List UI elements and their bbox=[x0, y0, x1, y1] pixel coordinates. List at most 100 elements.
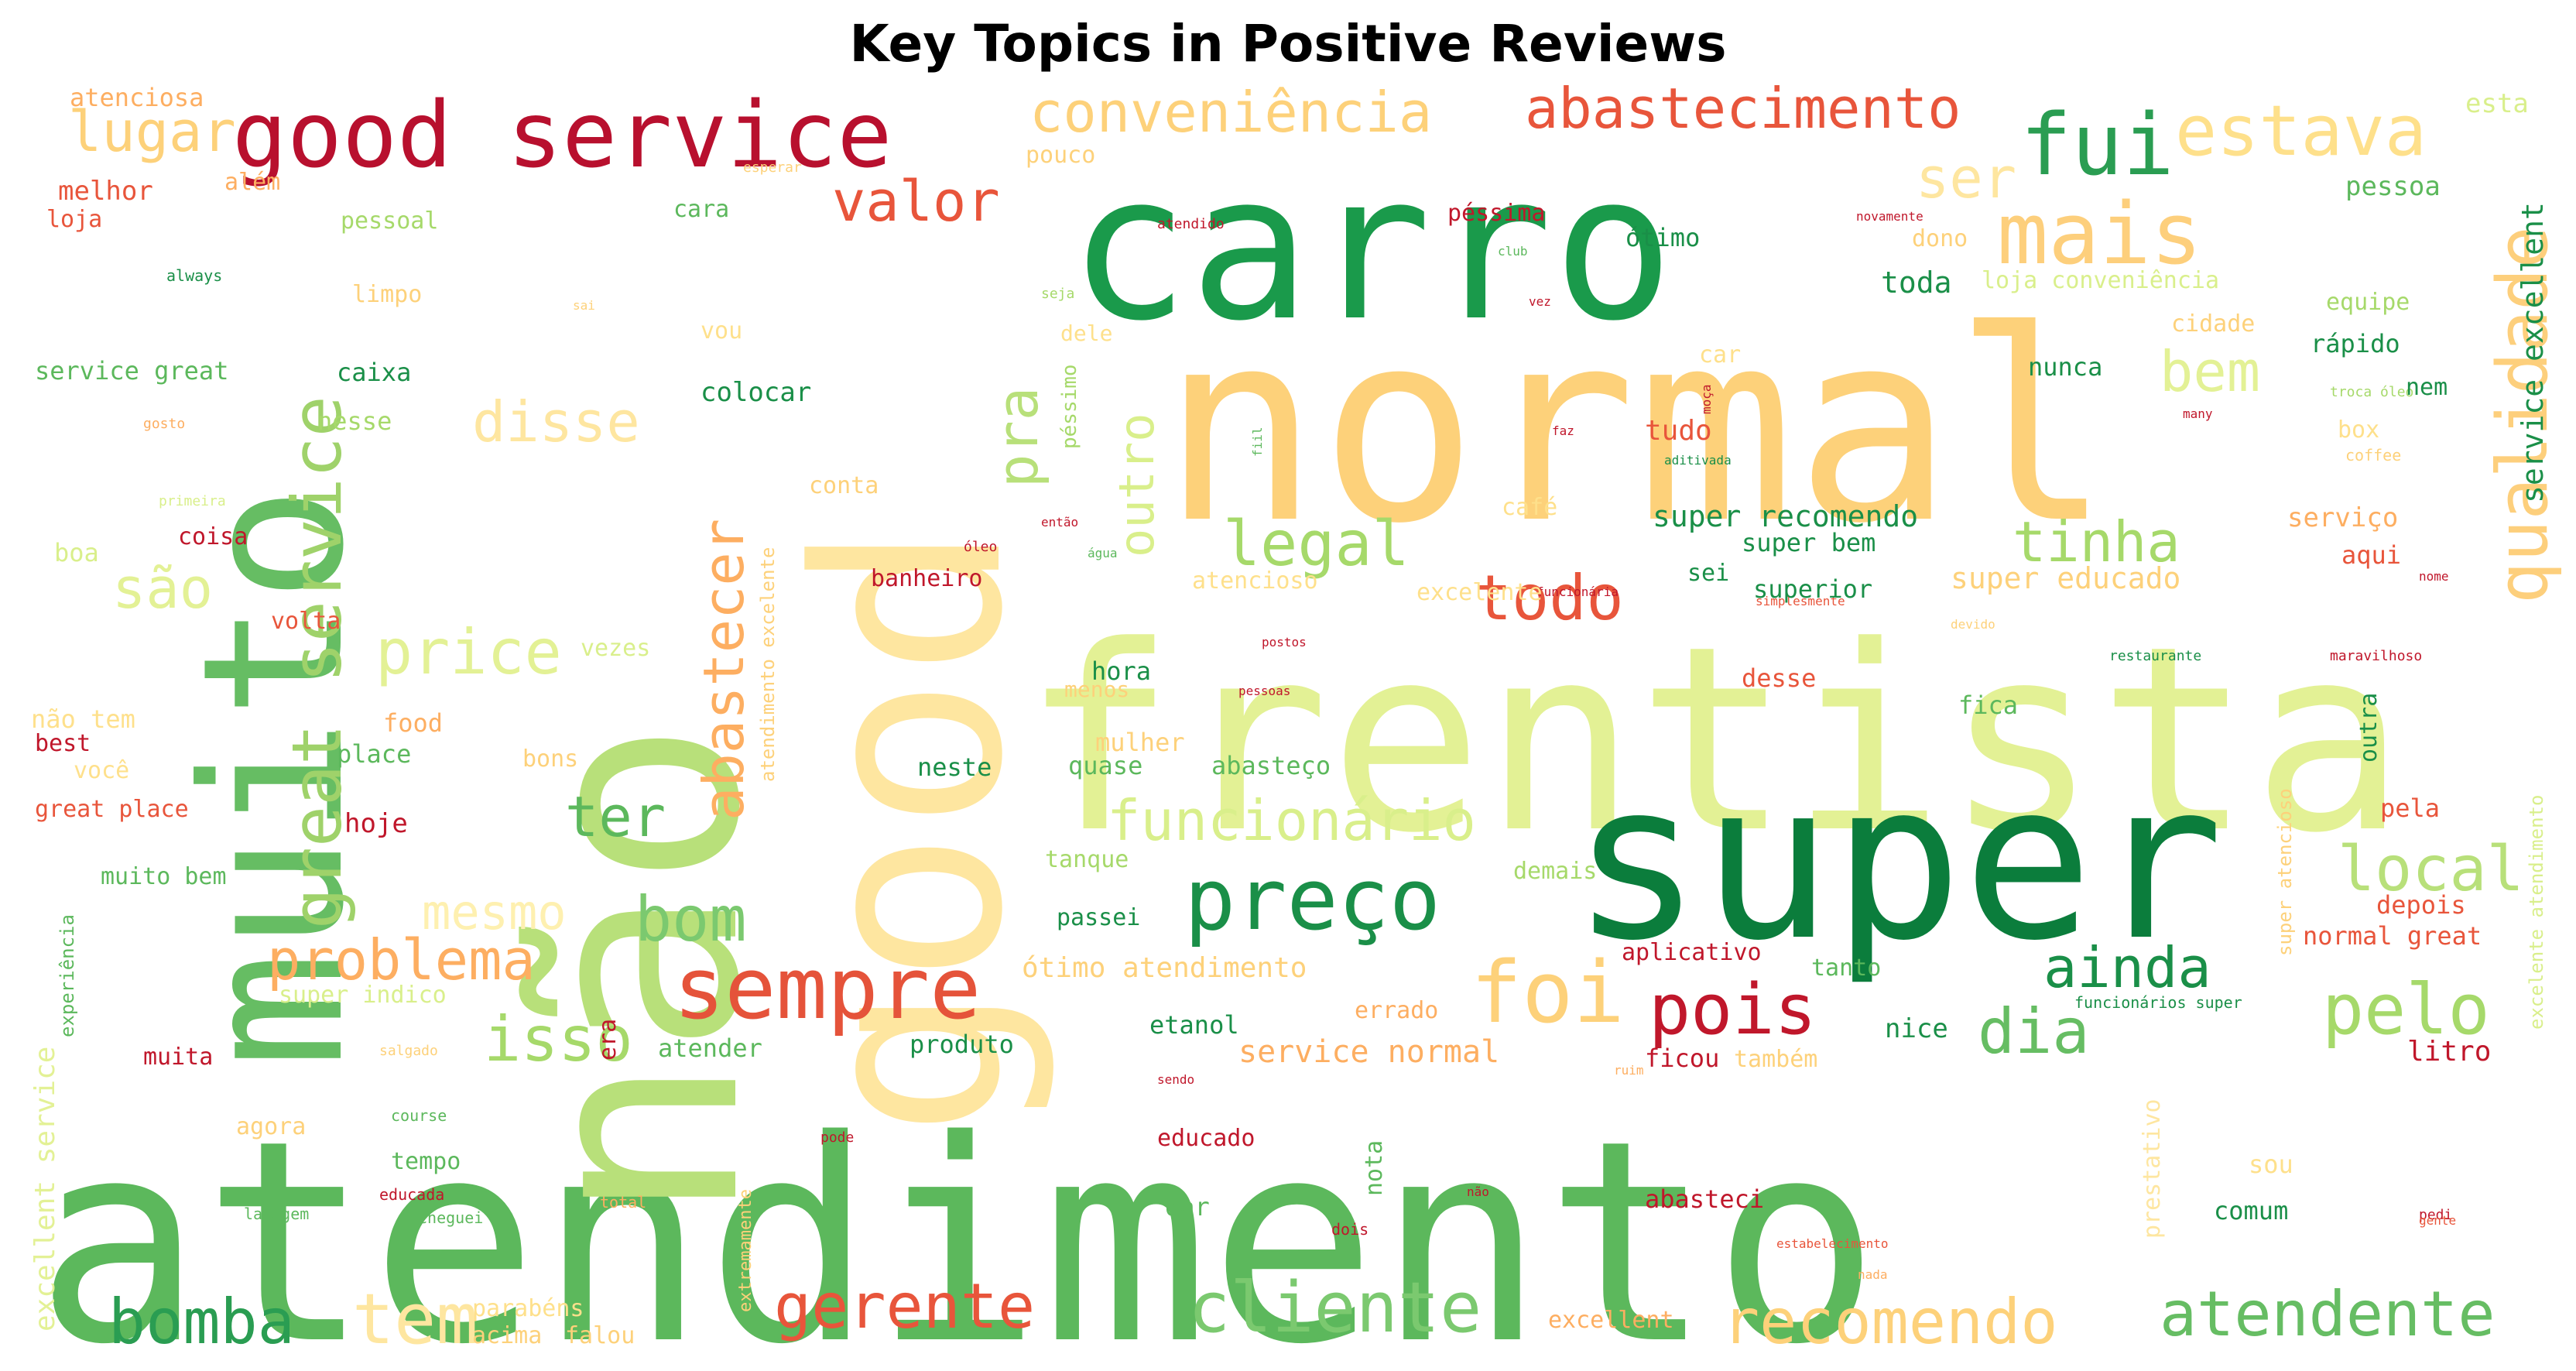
word-tanque: tanque bbox=[1045, 846, 1129, 873]
word-tudo: tudo bbox=[1645, 415, 1712, 447]
word-comum: comum bbox=[2214, 1196, 2288, 1225]
word-abasteço: abasteço bbox=[1211, 751, 1331, 780]
word-pelo: pelo bbox=[2322, 969, 2490, 1051]
chart-title: Key Topics in Positive Reviews bbox=[849, 14, 1727, 74]
word-abastecer: abastecer bbox=[691, 519, 756, 821]
word-errado: errado bbox=[1355, 997, 1438, 1024]
word-água: água bbox=[1088, 546, 1118, 560]
word-nesse: nesse bbox=[317, 406, 392, 436]
word-banheiro: banheiro bbox=[871, 565, 983, 592]
word-muito-bem: muito bem bbox=[101, 863, 227, 890]
word-qualidade: qualidade bbox=[2482, 226, 2564, 604]
word-nome: nome bbox=[2419, 569, 2449, 584]
word-melhor: melhor bbox=[58, 176, 153, 207]
word-postos: postos bbox=[1262, 635, 1307, 650]
word-pode: pode bbox=[820, 1129, 854, 1146]
word-não-tem: não tem bbox=[31, 704, 135, 734]
word-atenciosa: atenciosa bbox=[70, 83, 204, 112]
word-great-place: great place bbox=[35, 796, 189, 823]
word-maravilhoso: maravilhoso bbox=[2330, 648, 2422, 664]
word-good: good bbox=[762, 523, 1059, 1138]
word-sou: sou bbox=[2249, 1150, 2293, 1179]
word-estabelecimento: estabelecimento bbox=[1776, 1236, 1889, 1251]
word-service-great: service great bbox=[35, 356, 228, 386]
word-toda: toda bbox=[1881, 266, 1952, 300]
word-bom: bom bbox=[635, 883, 747, 955]
word-educada: educada bbox=[379, 1185, 444, 1204]
word-não: não bbox=[1467, 1184, 1489, 1199]
word-super-indico: super indico bbox=[279, 982, 447, 1009]
word-lavagem: lavagem bbox=[244, 1205, 309, 1223]
word-pouco: pouco bbox=[1026, 142, 1095, 169]
word-lugar: lugar bbox=[68, 99, 236, 164]
word-excellent: excellent bbox=[1548, 1307, 1674, 1334]
word-pedi: pedi bbox=[2419, 1207, 2452, 1223]
word-atencioso: atencioso bbox=[1192, 567, 1318, 595]
word-passei: passei bbox=[1057, 904, 1140, 931]
word-muito: muito bbox=[161, 485, 386, 1068]
word-litro: litro bbox=[2407, 1036, 2491, 1068]
word-também: também bbox=[1734, 1046, 1817, 1073]
word-place: place bbox=[337, 739, 411, 769]
word-agora: agora bbox=[236, 1113, 306, 1140]
word-atendimento: atendimento bbox=[35, 1081, 1880, 1371]
word-produto: produto bbox=[909, 1030, 1014, 1059]
word-excellent-service: excellent service bbox=[29, 1047, 61, 1332]
word-price: price bbox=[375, 616, 562, 688]
word-nota: nota bbox=[1361, 1140, 1388, 1196]
word-aqui: aqui bbox=[2341, 540, 2401, 570]
word-cara: cara bbox=[673, 196, 729, 223]
word-educado: educado bbox=[1157, 1125, 1255, 1152]
word-muita: muita bbox=[143, 1044, 213, 1071]
word-pois: pois bbox=[1649, 969, 1817, 1051]
word-sempre: sempre bbox=[673, 939, 981, 1038]
word-excelente-atendimento: excelente atendimento bbox=[2526, 795, 2547, 1030]
word-equipe: equipe bbox=[2326, 289, 2410, 316]
word-quase: quase bbox=[1068, 751, 1142, 780]
word-coisa: coisa bbox=[178, 523, 248, 550]
word-tempo: tempo bbox=[391, 1148, 461, 1175]
word-coffee: coffee bbox=[2345, 446, 2401, 464]
word-legal: legal bbox=[1223, 508, 1410, 580]
word-limpo: limpo bbox=[352, 281, 422, 308]
word-falou: falou bbox=[565, 1322, 635, 1349]
word-ter: ter bbox=[565, 784, 666, 849]
word-você: você bbox=[74, 757, 129, 784]
word-todo: todo bbox=[1475, 562, 1624, 634]
word-outro: outro bbox=[1108, 413, 1165, 557]
word-cliente: cliente bbox=[1188, 1267, 1482, 1349]
word-ótimo: ótimo bbox=[1625, 223, 1700, 252]
word-primeira: primeira bbox=[159, 493, 226, 509]
word-gosto: gosto bbox=[143, 416, 185, 432]
word-cidade: cidade bbox=[2171, 310, 2255, 338]
word-sendo: sendo bbox=[1157, 1072, 1194, 1087]
word-total: total bbox=[600, 1193, 646, 1212]
word-pela: pela bbox=[2380, 793, 2440, 823]
word-problema: problema bbox=[267, 927, 536, 992]
word-sei: sei bbox=[1687, 560, 1729, 587]
word-ser: ser bbox=[1916, 146, 2016, 211]
word-sai: sai bbox=[573, 298, 595, 313]
word-óleo: óleo bbox=[964, 539, 997, 555]
word-atender: atender bbox=[658, 1033, 762, 1063]
word-funcionário: funcionário bbox=[1107, 788, 1476, 853]
word-isso: isso bbox=[484, 1003, 633, 1075]
word-dar: dar bbox=[1165, 1192, 1210, 1222]
word-caixa: caixa bbox=[337, 358, 411, 387]
word-salgado: salgado bbox=[379, 1043, 438, 1059]
word-simplesmente: simplesmente bbox=[1756, 594, 1845, 608]
word-abastecimento: abastecimento bbox=[1525, 76, 1961, 141]
word-devido: devido bbox=[1951, 617, 1995, 632]
word-não: não bbox=[477, 720, 801, 1223]
word-colocar: colocar bbox=[701, 377, 811, 408]
word-péssima: péssima bbox=[1447, 200, 1545, 227]
word-superior: superior bbox=[1753, 574, 1872, 604]
word-atendido: atendido bbox=[1157, 216, 1225, 232]
word-nada: nada bbox=[1858, 1267, 1888, 1282]
word-estava: estava bbox=[2175, 91, 2427, 172]
word-course: course bbox=[391, 1106, 447, 1125]
word-food: food bbox=[383, 708, 443, 738]
word-péssimo: péssimo bbox=[1058, 364, 1081, 449]
word-prestativo: prestativo bbox=[2139, 1099, 2166, 1239]
